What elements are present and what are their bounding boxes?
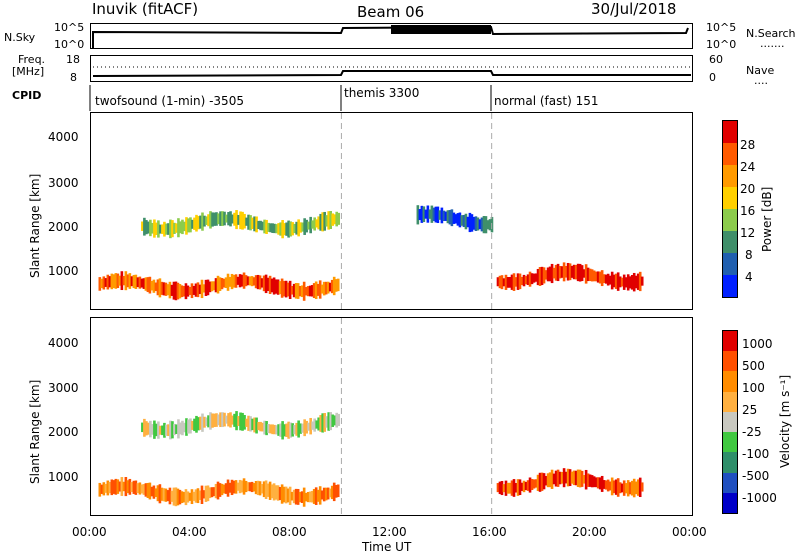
velocity-cbtick-1000: 1000: [742, 337, 773, 351]
cpid-segment-3: normal (fast) 151: [494, 94, 599, 108]
velocity-colorbar-swatch-7: [723, 351, 737, 372]
nsearch-dots: .......: [760, 37, 785, 50]
velocity-cbtick-neg25: -25: [742, 425, 762, 439]
power-heatmap: [98, 113, 644, 309]
velocity-heatmap: [98, 318, 644, 515]
velocity-cblabel: Velocity [m s⁻¹]: [778, 374, 792, 468]
freq-tick-bottom: 8: [70, 71, 77, 84]
velocity-ytick-1000: 1000: [48, 470, 79, 484]
power-colorbar-swatch-2: [723, 231, 737, 253]
power-colorbar-swatch-1: [723, 253, 737, 275]
nsky-panel: [90, 23, 693, 49]
nsky-trace: [92, 25, 689, 48]
power-ytick-1000: 1000: [48, 264, 79, 278]
xtick-1600: 16:00: [472, 525, 507, 539]
power-ytick-2000: 2000: [48, 220, 79, 234]
xtick-0000: 00:00: [72, 525, 107, 539]
power-cbtick-12: 12: [740, 226, 756, 240]
velocity-ytick-2000: 2000: [48, 425, 79, 439]
power-cbtick-16: 16: [740, 204, 756, 218]
power-cblabel: Power [dB]: [760, 186, 774, 252]
nave-dots: ....: [754, 74, 768, 87]
nave-tick-bottom: 0: [709, 71, 716, 84]
velocity-cbtick-neg500: -500: [742, 469, 770, 483]
power-region-2: [496, 262, 644, 292]
velocity-ylabel: Slant Range [km]: [28, 379, 42, 484]
velocity-cbtick-100: 100: [742, 381, 765, 395]
power-colorbar-swatch-4: [723, 187, 737, 209]
velocity-ytick-4000: 4000: [48, 336, 79, 350]
power-region-0: [98, 271, 340, 301]
velocity-colorbar-swatch-6: [723, 371, 737, 392]
velocity-region-1: [141, 411, 341, 440]
power-cbtick-4: 4: [745, 270, 753, 284]
velocity-cbtick-25: 25: [742, 403, 758, 417]
nsky-tick-bottom: 10^0: [54, 38, 85, 51]
power-ytick-4000: 4000: [48, 130, 79, 144]
power-colorbar-swatch-5: [723, 165, 737, 187]
velocity-cbtick-neg1000: -1000: [742, 491, 777, 505]
velocity-cbtick-500: 500: [742, 359, 765, 373]
nsearch-tick-top: 10^5: [706, 21, 737, 34]
velocity-colorbar-swatch-8: [723, 331, 737, 352]
velocity-colorbar-swatch-3: [723, 432, 737, 453]
velocity-ytick-3000: 3000: [48, 381, 79, 395]
velocity-region-2: [496, 468, 644, 498]
power-ytick-3000: 3000: [48, 176, 79, 190]
velocity-plot: [90, 317, 693, 516]
xtick-2000: 20:00: [572, 525, 607, 539]
freq-panel: [90, 55, 693, 82]
date-title: 30/Jul/2018: [591, 0, 677, 18]
nsearch-label: N.Search: [746, 27, 796, 40]
power-cbtick-8: 8: [745, 248, 753, 262]
beam-title: Beam 06: [357, 3, 425, 21]
freq-unit-label: [MHz]: [12, 65, 45, 78]
power-cbtick-20: 20: [740, 182, 756, 196]
cpid-label: CPID: [12, 89, 42, 102]
xtick-0800: 08:00: [272, 525, 307, 539]
power-region-3: [416, 205, 494, 234]
power-plot: [90, 112, 693, 310]
nave-label: Nave: [746, 64, 775, 77]
velocity-colorbar-swatch-2: [723, 452, 737, 473]
xtick-1200: 12:00: [372, 525, 407, 539]
cpid-segment-2: themis 3300: [344, 86, 420, 100]
velocity-region-0: [98, 477, 340, 507]
nsky-label: N.Sky: [4, 31, 36, 44]
nave-tick-top: 60: [709, 53, 723, 66]
velocity-cbtick-neg100: -100: [742, 447, 770, 461]
power-region-1: [141, 210, 341, 239]
velocity-colorbar-swatch-4: [723, 411, 737, 433]
cpid-segment-1: twofsound (1-min) -3505: [95, 94, 244, 108]
power-colorbar-swatch-7: [723, 121, 737, 143]
power-cbtick-24: 24: [740, 160, 756, 174]
velocity-colorbar-swatch-0: [723, 492, 737, 513]
velocity-colorbar-swatch-5: [723, 391, 737, 412]
nsearch-tick-bottom: 10^0: [706, 38, 737, 51]
velocity-colorbar: [722, 330, 738, 514]
freq-trace: [92, 66, 691, 77]
x-axis-label: Time UT: [362, 540, 412, 554]
power-colorbar-swatch-6: [723, 143, 737, 165]
freq-tick-top: 18: [66, 53, 80, 66]
velocity-colorbar-swatch-1: [723, 472, 737, 493]
power-cbtick-28: 28: [740, 138, 756, 152]
station-title: Inuvik (fitACF): [92, 0, 199, 18]
power-ylabel: Slant Range [km]: [28, 173, 42, 278]
xtick-0400: 04:00: [172, 525, 207, 539]
freq-label: Freq.: [18, 53, 46, 66]
power-colorbar-swatch-3: [723, 209, 737, 231]
power-colorbar-swatch-0: [723, 275, 737, 297]
nsky-tick-top: 10^5: [54, 21, 85, 34]
xtick-2400: 00:00: [672, 525, 707, 539]
power-colorbar: [722, 120, 738, 298]
